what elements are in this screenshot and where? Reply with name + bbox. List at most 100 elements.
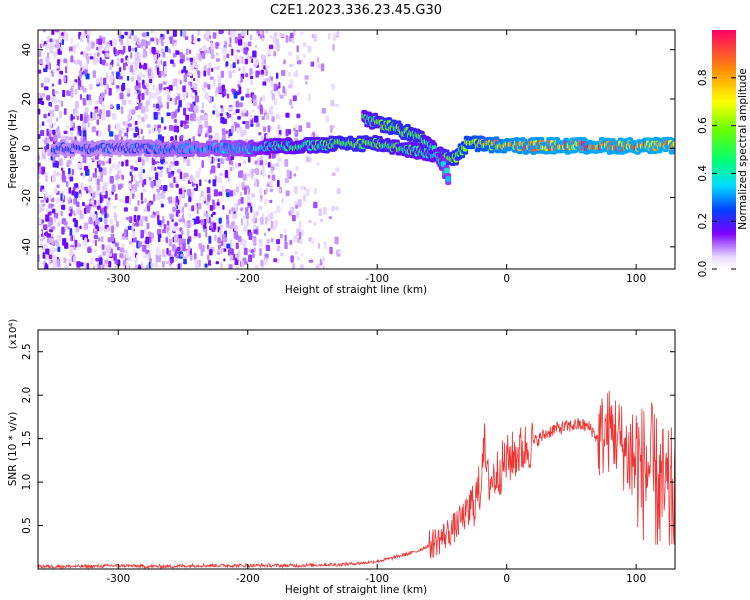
heatmap-cell [191, 205, 195, 212]
heatmap-cell [230, 155, 234, 161]
heatmap-cell [197, 167, 202, 171]
heatmap-cell [177, 169, 180, 174]
heatmap-cell [254, 264, 259, 269]
heatmap-cell [49, 129, 52, 134]
heatmap-cell [43, 41, 47, 45]
heatmap-cell [270, 168, 274, 174]
heatmap-cell [173, 111, 177, 118]
heatmap-cell [145, 82, 150, 88]
heatmap-cell [155, 180, 160, 188]
heatmap-cell [112, 163, 116, 169]
heatmap-cell [150, 262, 155, 267]
heatmap-cell [291, 263, 296, 269]
heatmap-cell [334, 236, 339, 245]
heatmap-cell [78, 193, 82, 199]
heatmap-cell [210, 67, 214, 72]
heatmap-cell [204, 64, 207, 73]
heatmap-cell [50, 226, 56, 230]
heatmap-cell [170, 161, 175, 165]
heatmap-cell [157, 228, 162, 236]
heatmap-cell [155, 103, 159, 109]
heatmap-cell [268, 44, 274, 50]
heatmap-cell [113, 253, 117, 261]
heatmap-cell [283, 228, 287, 234]
heatmap-cell [196, 53, 200, 60]
colorbar: 0.0 0.2 0.4 0.6 0.8 Normalized spectral ampl… [697, 30, 749, 277]
heatmap-cell [251, 248, 254, 253]
heatmap-cell [57, 125, 60, 133]
heatmap-cell [56, 197, 60, 204]
heatmap-cell [194, 105, 199, 113]
heatmap-cell [177, 234, 183, 239]
heatmap-cell [168, 164, 172, 171]
heatmap-cell [80, 35, 83, 43]
heatmap-cell [44, 191, 48, 198]
heatmap-cell [162, 51, 166, 58]
heatmap-cell [124, 230, 127, 237]
heatmap-cell [136, 44, 141, 48]
heatmap-cell [193, 61, 198, 68]
heatmap-cell [53, 212, 59, 219]
heatmap-cell [72, 210, 76, 216]
heatmap-cell [228, 107, 234, 111]
heatmap-cell [312, 222, 317, 226]
heatmap-cell [150, 30, 155, 34]
heatmap-cell [40, 242, 43, 247]
heatmap-cell [265, 187, 268, 194]
heatmap-cell [110, 233, 115, 242]
heatmap-cell [172, 98, 176, 106]
heatmap-cell [91, 157, 95, 161]
heatmap-cell [141, 39, 146, 47]
bottom-x-tick-label: 0 [503, 573, 510, 585]
heatmap-cell [142, 53, 146, 59]
colorbar-tick-label: 0.2 [697, 213, 709, 230]
heatmap-cell [288, 84, 293, 89]
heatmap-cell [177, 106, 180, 112]
heatmap-cell [163, 66, 167, 75]
heatmap-cell [279, 233, 283, 239]
heatmap-cell [154, 166, 157, 172]
heatmap-cell [259, 30, 263, 35]
heatmap-cell [123, 207, 128, 212]
heatmap-cell [173, 125, 178, 133]
heatmap-cell [133, 167, 138, 171]
heatmap-cell [140, 106, 145, 114]
heatmap-cell [207, 259, 212, 266]
heatmap-cell [285, 190, 290, 197]
heatmap-cell [88, 53, 93, 57]
heatmap-cell [153, 112, 158, 120]
heatmap-cell [215, 58, 220, 62]
heatmap-cell [109, 175, 114, 184]
heatmap-cell [121, 161, 124, 167]
heatmap-cell [158, 38, 162, 44]
heatmap-cell [328, 33, 331, 40]
heatmap-cell [106, 247, 110, 254]
heatmap-cell [300, 185, 304, 191]
heatmap-cell [258, 187, 263, 194]
heatmap-cell [296, 54, 300, 62]
heatmap-cell [183, 66, 187, 73]
heatmap-cell [145, 88, 149, 96]
heatmap-cell [126, 75, 130, 81]
heatmap-cell [222, 93, 225, 98]
heatmap-cell [42, 243, 46, 249]
heatmap-cell [333, 33, 336, 41]
heatmap-cell [86, 55, 90, 64]
heatmap-cell [285, 112, 290, 118]
heatmap-cell [38, 182, 41, 188]
heatmap-cell [224, 41, 227, 49]
heatmap-cell [275, 72, 279, 79]
heatmap-cell [237, 80, 241, 85]
heatmap-cell [43, 76, 49, 84]
heatmap-cell [95, 100, 99, 105]
heatmap-cell [175, 96, 180, 100]
heatmap-cell [251, 193, 255, 198]
heatmap-cell [156, 67, 160, 75]
heatmap-cell [221, 132, 226, 140]
heatmap-cell [112, 39, 117, 48]
heatmap-cell [134, 206, 138, 212]
heatmap-cell [192, 111, 196, 119]
heatmap-cell [161, 249, 166, 257]
heatmap-cell [220, 70, 225, 79]
heatmap-cell [108, 252, 113, 257]
